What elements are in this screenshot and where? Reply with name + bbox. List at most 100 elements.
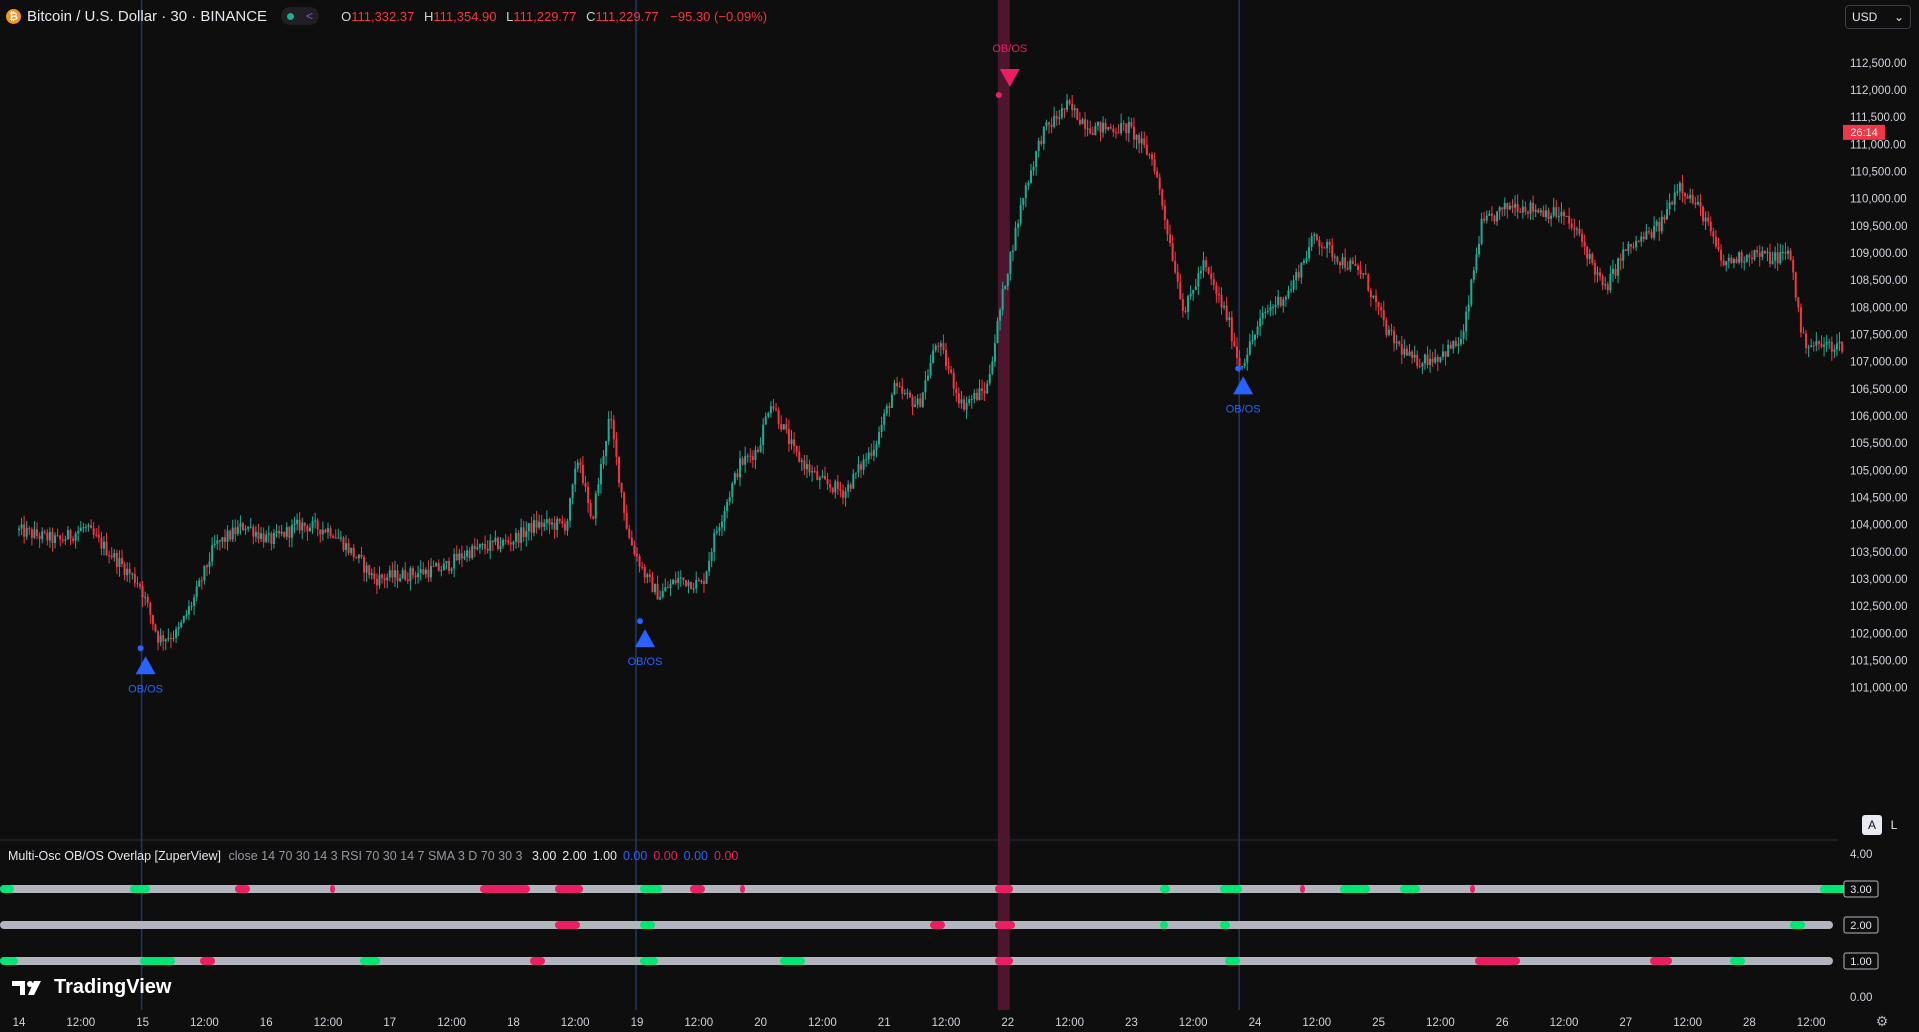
log-scale-button[interactable]: L [1890,818,1898,832]
price-axis-label: 112,000.00 [1850,85,1907,97]
candle-body [896,383,899,387]
candle-body [303,522,306,526]
candle-body [33,529,36,538]
candle-body [1411,351,1414,358]
candle-body [486,548,489,551]
time-axis-label: 23 [1125,1017,1138,1029]
candle-body [301,522,304,531]
candle-body [1794,272,1797,298]
candle-body [872,449,875,456]
candle-body [1292,280,1295,290]
candle-body [1328,242,1331,246]
gear-icon[interactable]: ⚙ [1875,1012,1889,1029]
candle-body [811,471,814,473]
candle-body [430,566,432,578]
candle-body [633,545,636,554]
candle-body [991,361,994,374]
candle-body [1467,304,1470,312]
candle-body [1441,351,1444,357]
candle-body [1714,236,1717,247]
candle-body [1555,207,1558,217]
candle-body [1171,243,1174,261]
candle-body [458,553,461,561]
candle-body [695,579,698,589]
candle-body [473,545,476,550]
candle-body [754,449,757,460]
price-axis-label: 105,500.00 [1850,438,1908,450]
level-box-label: 3.00 [1850,884,1871,896]
candle-body [702,580,705,584]
candle-body [697,579,700,582]
candle-body [1212,279,1215,286]
candle-body [1048,122,1050,125]
oscillator-level-box: 2.00 [1843,916,1879,934]
candle-body [378,574,381,586]
candle-body [242,523,245,531]
candle-body [890,394,893,408]
time-axis-label: 14 [13,1017,26,1029]
candle-body [1259,318,1262,327]
candle-body [409,568,412,582]
candle-body [1004,286,1007,289]
oscillator-state-segment [1650,957,1672,965]
candle-body [288,527,291,538]
oscillator-state-segment [740,885,745,893]
candle-body [762,424,765,445]
candle-body [911,397,914,407]
candle-body [1284,296,1287,300]
candle-body [1341,257,1344,266]
candle-body [1078,119,1081,125]
candle-body [468,550,471,559]
candle-body [1102,122,1105,133]
candle-body [1112,128,1115,133]
status-pill[interactable]: < [281,7,320,25]
candle-body [996,320,999,344]
candle-body [1655,221,1658,226]
tradingview-logo[interactable]: TradingView [12,976,171,999]
candle-body [1444,351,1447,357]
price-axis-label: 109,000.00 [1850,248,1908,260]
candle-body [1738,252,1741,263]
candle-body [1125,123,1128,134]
candle-body [674,579,677,584]
candle-body [1694,203,1697,205]
candle-body [798,451,801,462]
candle-body [1465,311,1468,332]
symbol-title[interactable]: Bitcoin / U.S. Dollar · 30 · BINANCE [27,7,268,25]
candle-body [1230,317,1233,342]
candle-body [1578,228,1581,234]
candle-body [1063,108,1066,110]
candle-body [272,532,275,544]
symbol-header: ₿ Bitcoin / U.S. Dollar · 30 · BINANCE <… [6,7,767,25]
candle-body [169,638,172,640]
candle-body [842,490,844,498]
auto-scale-button[interactable]: A [1862,815,1882,835]
indicator-legend[interactable]: Multi-Osc OB/OS Overlap [ZuperView] clos… [8,849,738,863]
candle-body [1344,257,1347,268]
candle-body [597,484,600,494]
candle-body [342,537,345,551]
candle-body [1060,108,1063,118]
candle-body [332,535,335,538]
candle-body [795,446,798,452]
candle-body [1027,182,1030,186]
candle-body [337,537,340,539]
candle-body [1403,348,1406,355]
candle-body [1362,273,1365,275]
candle-body [1071,103,1074,111]
candle-body [381,574,384,579]
candle-body [208,561,211,568]
candle-body [1629,243,1632,247]
candle-body [298,519,301,531]
candle-body [865,459,868,461]
candle-body [1132,126,1135,140]
candle-body [1166,220,1169,235]
candle-body [1114,132,1117,134]
candle-body [1763,251,1766,254]
candle-body [1696,201,1699,205]
currency-select[interactable]: USD ⌄ [1845,5,1911,29]
candle-body [574,468,577,485]
candle-body [159,635,162,643]
candle-body [929,362,932,376]
